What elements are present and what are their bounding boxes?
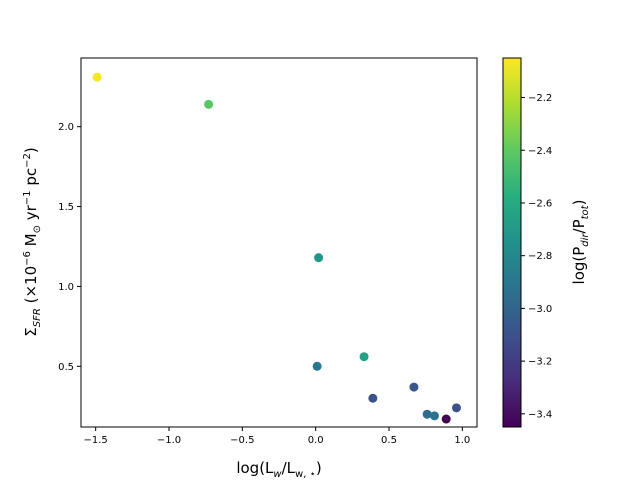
- data-point-4: [359, 352, 369, 362]
- x-tick-label: 1.0: [454, 435, 470, 446]
- data-point-3: [314, 253, 324, 263]
- data-point-7: [368, 393, 378, 403]
- colorbar-tick-label: −3.2: [528, 357, 552, 368]
- x-axis-label: log(Lw/Lw, ⋆): [236, 459, 321, 480]
- data-point-1: [92, 72, 102, 82]
- y-tick-label: 0.5: [58, 362, 74, 373]
- y-tick-label: 1.0: [58, 282, 74, 293]
- x-tick-label: −1.5: [84, 435, 108, 446]
- data-point-6: [409, 382, 419, 392]
- colorbar-tick-label: −2.6: [528, 198, 552, 209]
- data-points: [92, 72, 461, 424]
- data-point-9: [422, 409, 432, 419]
- data-point-5: [312, 361, 322, 371]
- plot-frame: [80, 57, 478, 428]
- colorbar-tick-label: −3.0: [528, 304, 552, 315]
- data-point-10: [429, 411, 439, 421]
- data-point-2: [204, 99, 214, 109]
- x-tick-label: 0.5: [381, 435, 397, 446]
- y-axis-label: ΣSFR (×10−6 M⊙ yr−1 pc−2): [22, 147, 43, 336]
- x-tick-label: 0.0: [308, 435, 324, 446]
- data-point-8: [451, 403, 461, 413]
- y-tick-label: 2.0: [58, 122, 74, 133]
- x-axis: −1.5 −1.0 −0.5 0.0 0.5 1.0: [84, 427, 470, 446]
- colorbar-axis: −3.4 −3.2 −3.0 −2.8 −2.6 −2.4 −2.2: [521, 93, 552, 420]
- x-tick-label: −1.0: [157, 435, 181, 446]
- colorbar-tick-label: −2.4: [528, 146, 552, 157]
- data-point-11: [441, 414, 451, 424]
- y-axis: 0.5 1.0 1.5 2.0: [58, 122, 81, 373]
- colorbar-tick-label: −2.2: [528, 93, 552, 104]
- x-tick-label: −0.5: [230, 435, 254, 446]
- colorbar: [502, 57, 522, 428]
- colorbar-label: log(Pdir/Ptot): [570, 200, 591, 285]
- colorbar-tick-label: −2.8: [528, 251, 552, 262]
- y-tick-label: 1.5: [58, 202, 74, 213]
- colorbar-tick-label: −3.4: [528, 409, 552, 420]
